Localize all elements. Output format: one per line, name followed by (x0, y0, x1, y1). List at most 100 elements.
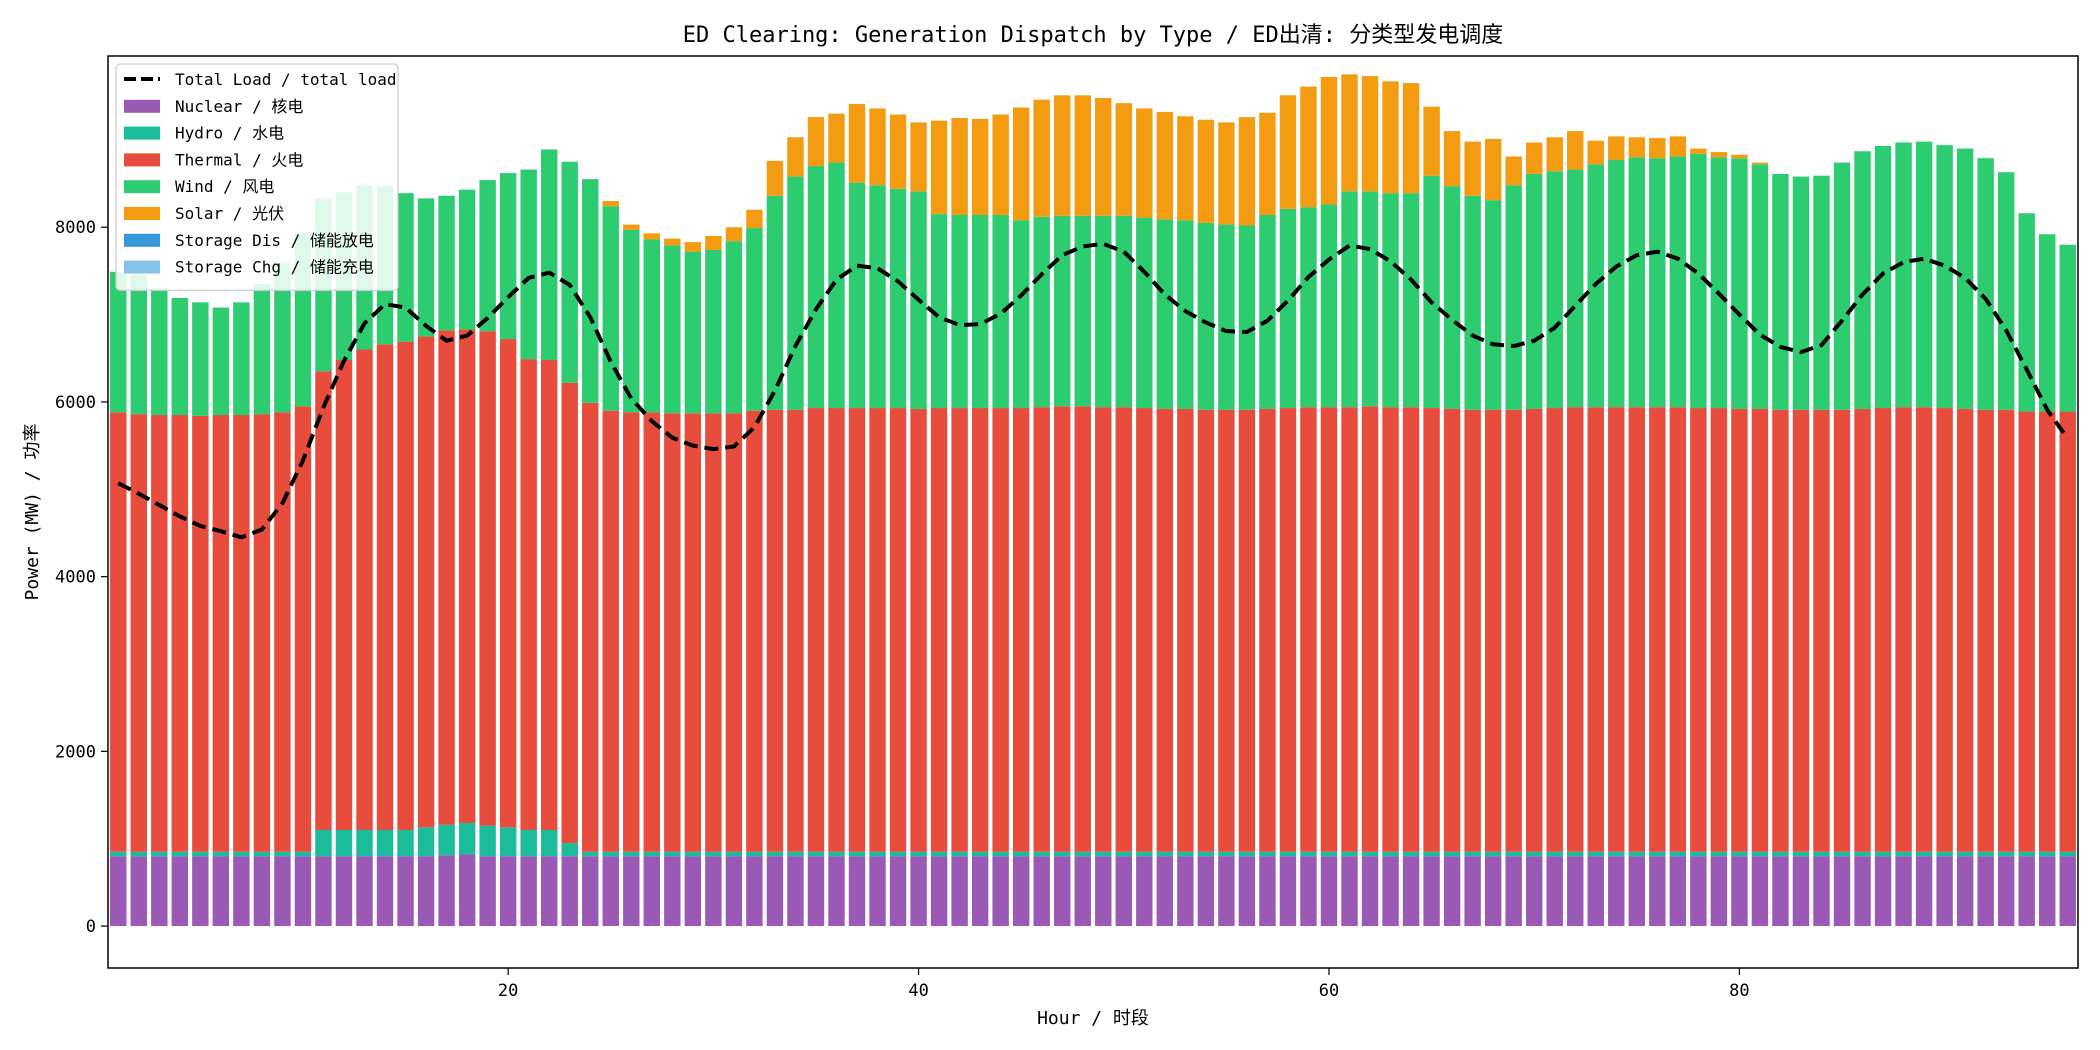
bar-segment (315, 856, 332, 927)
bar-segment (438, 824, 455, 856)
bar-segment (1915, 851, 1933, 857)
bar-segment (807, 408, 825, 852)
bar-segment (889, 408, 907, 852)
bar-segment (1710, 851, 1728, 857)
bar-segment (2018, 851, 2035, 857)
bar-segment (2039, 856, 2056, 927)
bar-segment (1279, 95, 1297, 209)
bar-segment (992, 856, 1009, 927)
legend-swatch (124, 99, 160, 113)
x-axis: 20 40 60 80 (498, 968, 1750, 1001)
bar-segment (212, 415, 230, 852)
bar-segment (1423, 106, 1440, 176)
bar-segment (1792, 409, 1810, 852)
bar-segment (664, 851, 681, 857)
bar-segment (787, 409, 804, 852)
bar-segment (602, 206, 619, 411)
bar-segment (1218, 122, 1235, 225)
bar-segment (1361, 191, 1379, 407)
bar-segment (725, 851, 743, 857)
bar-segment (1854, 151, 1871, 409)
bar-segment (1997, 172, 2015, 410)
bar-segment (1525, 173, 1543, 409)
bar-segment (1710, 157, 1728, 409)
bar-segment (1300, 407, 1317, 852)
bar-segment (1095, 856, 1112, 927)
bar-segment (664, 856, 681, 927)
bar-segment (582, 851, 599, 857)
bar-segment (274, 851, 291, 857)
bar-segment (1895, 856, 1912, 927)
bar-segment (1238, 856, 1256, 927)
bar-segment (1402, 407, 1420, 852)
bar-segment (1731, 851, 1748, 857)
bar-segment (1813, 851, 1830, 857)
bar-segment (1956, 856, 1974, 927)
bar-segment (1649, 138, 1666, 159)
bar-segment (1238, 409, 1256, 852)
bar-segment (274, 856, 291, 927)
bar-segment (725, 413, 743, 852)
bar-segment (1136, 856, 1153, 927)
bar-segment (1813, 409, 1830, 852)
bar-segment (848, 856, 866, 927)
bar-segment (1361, 406, 1379, 852)
bar-segment (2018, 213, 2035, 412)
bar-segment (602, 851, 619, 857)
bar-segment (684, 856, 702, 927)
bar-segment (1792, 176, 1810, 410)
bar-segment (520, 829, 537, 857)
bar-segment (561, 843, 578, 857)
legend-label: Hydro / 水电 (175, 124, 284, 143)
bar-segment (1033, 99, 1050, 217)
bar-segment (1567, 131, 1584, 170)
bar-segment (1177, 220, 1194, 409)
bar-segment (1382, 193, 1399, 408)
bar-segment (705, 413, 722, 852)
bar-segment (540, 149, 558, 360)
bar-segment (151, 288, 168, 416)
bar-segment (2018, 856, 2035, 927)
bar-segment (1710, 856, 1728, 927)
bar-segment (1505, 851, 1522, 857)
bar-segment (643, 233, 661, 240)
bar-segment (1997, 409, 2015, 852)
bar-segment (1300, 86, 1317, 208)
bar-segment (1115, 856, 1132, 927)
bar-segment (1443, 131, 1461, 187)
bar-segment (1833, 851, 1851, 857)
bar-segment (1095, 407, 1112, 852)
bar-segment (951, 851, 968, 857)
bar-segment (110, 412, 127, 852)
bar-segment (540, 360, 558, 830)
bar-segment (787, 856, 804, 927)
bar-segment (1731, 154, 1748, 159)
bar-segment (1033, 851, 1050, 857)
bar-segment (1320, 204, 1338, 408)
legend-label: Storage Dis / 储能放电 (175, 231, 374, 250)
y-tick-label: 4000 (55, 568, 96, 588)
bar-segment (725, 241, 743, 414)
bar-segment (1567, 851, 1584, 857)
bar-segment (1936, 408, 1953, 852)
bar-segment (1443, 186, 1461, 409)
bar-segment (623, 856, 640, 927)
bar-segment (807, 166, 825, 409)
bar-segment (2039, 851, 2056, 857)
bar-segment (1074, 851, 1091, 857)
bar-segment (1341, 407, 1358, 852)
bar-segment (479, 180, 496, 332)
bar-segment (1054, 95, 1071, 216)
bar-segment (992, 851, 1009, 857)
bar-segment (1259, 214, 1276, 409)
bar-segment (1464, 141, 1481, 196)
bar-segment (623, 224, 640, 230)
bar-segment (458, 854, 476, 927)
x-tick-label: 60 (1319, 981, 1339, 1001)
bar-segment (171, 297, 189, 416)
bar-segment (458, 329, 476, 823)
bar-segment (1977, 856, 1994, 927)
bar-segment (1259, 856, 1276, 927)
bar-segment (1382, 856, 1399, 927)
bar-segment (1751, 162, 1769, 165)
